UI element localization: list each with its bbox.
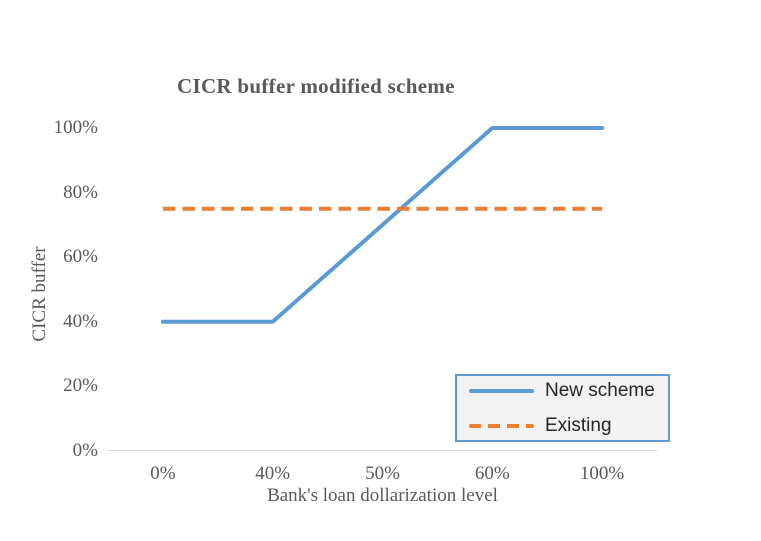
- series-line-new-scheme: [160, 126, 605, 324]
- x-tick-label: 0%: [150, 463, 176, 484]
- x-axis-line: [108, 450, 657, 452]
- legend-label-existing: Existing: [545, 415, 612, 436]
- legend: New scheme Existing: [455, 374, 670, 442]
- chart-title: CICR buffer modified scheme: [177, 74, 455, 98]
- new-scheme-line-swatch: [469, 389, 534, 393]
- x-axis-title: Bank's loan dollarization level: [267, 485, 498, 506]
- x-tick-label: 50%: [365, 463, 400, 484]
- x-tick-label: 100%: [579, 463, 625, 484]
- y-tick-label: 40%: [63, 310, 98, 332]
- legend-item-new-scheme: New scheme: [469, 380, 668, 402]
- legend-label-new-scheme: New scheme: [545, 380, 655, 401]
- y-tick-label: 60%: [63, 246, 98, 268]
- y-tick-label: 80%: [63, 181, 98, 203]
- y-tick-label: 20%: [63, 375, 98, 397]
- y-tick-label: 100%: [53, 117, 98, 138]
- legend-item-existing: Existing: [469, 415, 668, 437]
- x-tick-label: 40%: [255, 463, 291, 484]
- existing-line-swatch: [469, 424, 534, 428]
- x-tick-label: 60%: [474, 463, 510, 484]
- y-tick-label: 0%: [72, 440, 98, 461]
